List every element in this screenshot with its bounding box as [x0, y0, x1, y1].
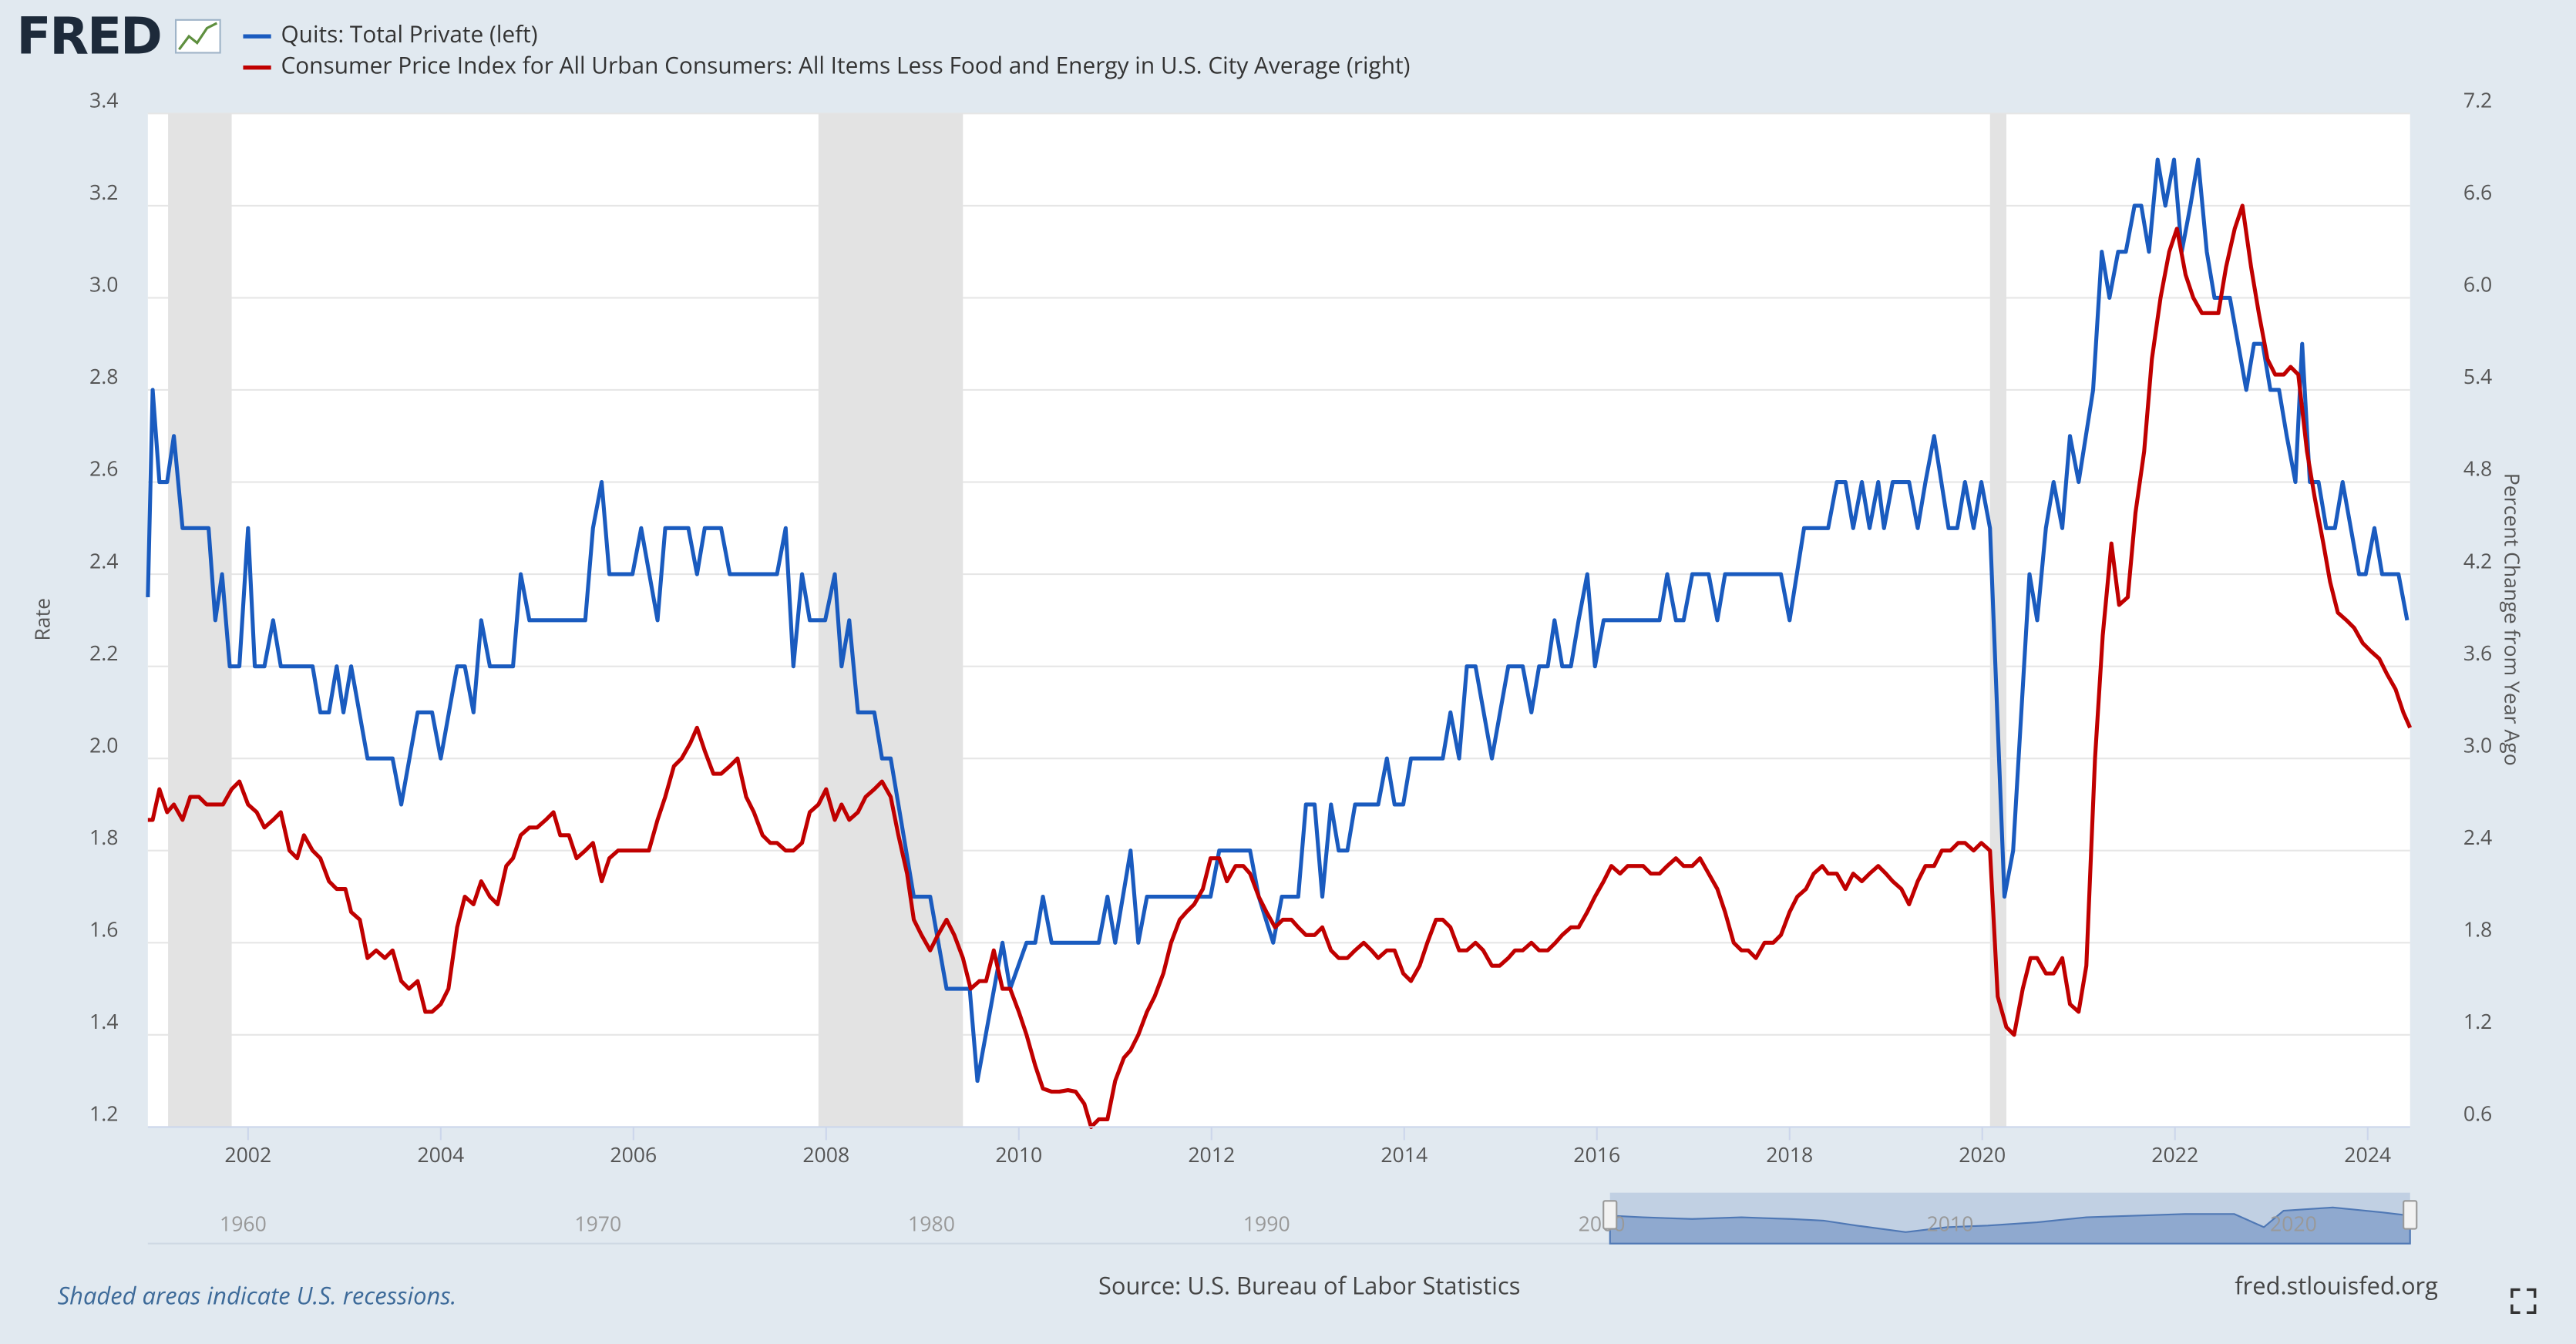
- x-tick-label: 2024: [2344, 1141, 2391, 1168]
- x-tick-label: 2012: [1188, 1141, 1235, 1168]
- y-tick-label: 3.0: [89, 270, 118, 298]
- x-tick-label: 2016: [1573, 1141, 1620, 1168]
- legend-label: Consumer Price Index for All Urban Consu…: [281, 49, 1410, 81]
- y-tick-label: 2.0: [89, 731, 118, 758]
- x-tick-label: 2008: [802, 1141, 849, 1168]
- navigator[interactable]: [147, 1192, 2411, 1245]
- y2-tick-label: 3.6: [2463, 639, 2492, 667]
- x-tick-label: 2010: [995, 1141, 1042, 1168]
- x-tick-label: 2018: [1766, 1141, 1813, 1168]
- site-link[interactable]: fred.stlouisfed.org: [2235, 1270, 2438, 1302]
- fullscreen-button[interactable]: [2510, 1288, 2537, 1314]
- y-tick-label: 2.2: [89, 639, 118, 667]
- navigator-label: 2020: [2270, 1209, 2317, 1237]
- y2-tick-label: 4.2: [2463, 546, 2492, 574]
- y-tick-label: 1.8: [89, 823, 118, 851]
- recession-note: Shaded areas indicate U.S. recessions.: [58, 1279, 457, 1312]
- navigator-label: 1990: [1243, 1209, 1290, 1237]
- navigator-label: 1970: [574, 1209, 621, 1237]
- y-tick-label: 2.4: [89, 546, 118, 574]
- x-tick-label: 2022: [2151, 1141, 2198, 1168]
- y-tick-label: 2.8: [89, 362, 118, 390]
- source: Source: U.S. Bureau of Labor Statistics: [1098, 1270, 1520, 1302]
- legend-label: Quits: Total Private (left): [281, 18, 537, 49]
- y-tick-label: 1.4: [89, 1007, 118, 1035]
- y2-tick-label: 0.6: [2463, 1100, 2492, 1127]
- x-tick-label: 2004: [417, 1141, 464, 1168]
- y2-tick-label: 6.6: [2463, 178, 2492, 206]
- y-tick-label: 3.4: [89, 86, 118, 114]
- y2-tick-label: 6.0: [2463, 270, 2492, 298]
- y2-tick-label: 7.2: [2463, 86, 2492, 114]
- y2-tick-label: 1.8: [2463, 915, 2492, 942]
- y-axis-title: Rate: [29, 598, 56, 641]
- navigator-label: 2010: [1926, 1209, 1973, 1237]
- logo[interactable]: FRED: [16, 6, 163, 66]
- y-tick-label: 3.2: [89, 178, 118, 206]
- series-line: [146, 157, 2410, 1084]
- navigator-handle[interactable]: [1602, 1200, 1618, 1230]
- recession-band: [168, 113, 232, 1127]
- y2-axis-title: Percent Change from Year Ago: [2499, 473, 2527, 766]
- x-tick-label: 2014: [1380, 1141, 1428, 1168]
- y2-tick-label: 1.2: [2463, 1007, 2492, 1035]
- navigator-label: 1960: [220, 1209, 267, 1237]
- navigator-label: 2000: [1579, 1209, 1626, 1237]
- logo-icon: [174, 18, 221, 54]
- recession-band: [818, 113, 963, 1127]
- y-tick-label: 1.2: [89, 1100, 118, 1127]
- series-line: [147, 203, 2413, 1129]
- navigator-preview: [1609, 1206, 2411, 1245]
- y2-tick-label: 5.4: [2463, 362, 2492, 390]
- plot-area: [147, 113, 2410, 1127]
- navigator-handle[interactable]: [2403, 1200, 2418, 1230]
- y2-tick-label: 2.4: [2463, 823, 2492, 851]
- x-tick-label: 2002: [224, 1141, 271, 1168]
- x-tick-label: 2020: [1959, 1141, 2006, 1168]
- navigator-label: 1980: [908, 1209, 955, 1237]
- x-tick-label: 2006: [610, 1141, 657, 1168]
- y-tick-label: 2.6: [89, 455, 118, 482]
- y2-tick-label: 4.8: [2463, 455, 2492, 482]
- y-tick-label: 1.6: [89, 915, 118, 942]
- y2-tick-label: 3.0: [2463, 731, 2492, 758]
